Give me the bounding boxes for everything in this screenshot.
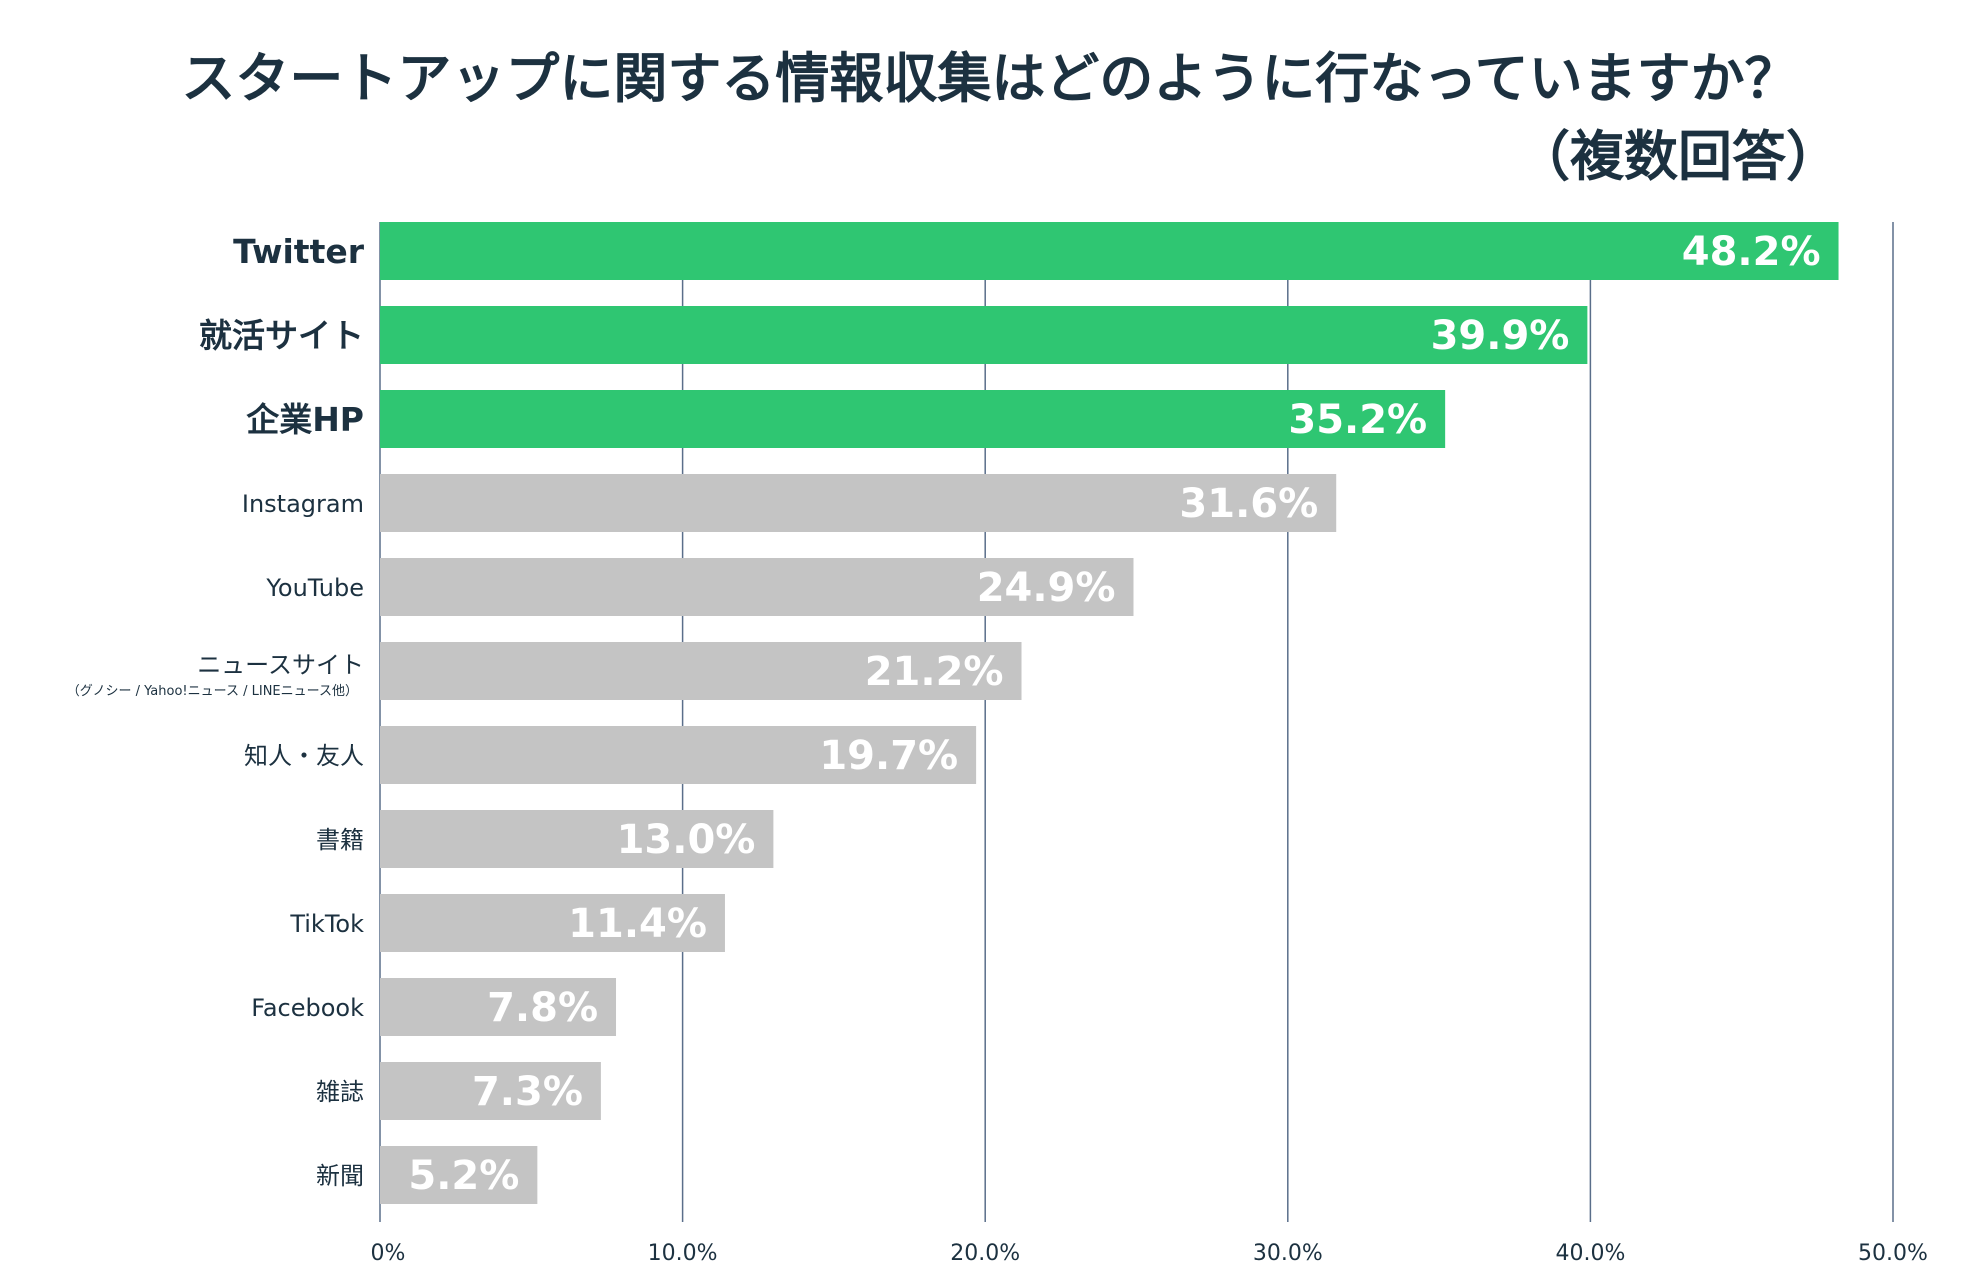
x-tick-label: 10.0% [648,1241,718,1266]
x-tick-label: 40.0% [1555,1241,1625,1266]
data-label: 13.0% [617,817,756,863]
x-tick-label: 20.0% [950,1241,1020,1266]
category-label: TikTok [289,910,364,938]
data-label: 48.2% [1682,229,1821,275]
data-label: 7.8% [487,985,598,1031]
category-label: 知人・友人 [244,742,364,770]
bar [380,726,977,784]
x-tick-label: 0% [371,1241,406,1266]
data-label: 5.2% [408,1153,519,1199]
bar [380,222,1839,280]
bar [380,1062,601,1120]
bar [380,1146,538,1204]
bar [380,978,617,1036]
category-label: 書籍 [316,826,364,854]
x-tick-label: 30.0% [1253,1241,1323,1266]
bar [380,642,1022,700]
bar [380,390,1446,448]
category-sublabel: （グノシー / Yahoo!ニュース / LINEニュース他） [67,684,358,699]
category-label: 企業HP [246,400,364,439]
bar [380,474,1337,532]
bar [380,810,774,868]
grid-lines [379,222,1894,1222]
bar [380,306,1588,364]
category-label: 就活サイト [199,316,364,355]
bars: 48.2% 39.9%35.2% 31.6% 24.9% 21.2% 19.7% 13.0%… [380,222,1839,1204]
category-label: Instagram [242,490,364,518]
data-label: 39.9% [1431,313,1570,359]
data-label: 35.2% [1288,397,1427,443]
data-label: 24.9% [977,565,1116,611]
bar [380,894,725,952]
chart-title: スタートアップに関する情報収集はどのように行なっていますか？ [181,47,1799,110]
category-label: 雑誌 [316,1078,364,1106]
category-label: 新聞 [316,1162,364,1190]
bar [380,558,1134,616]
category-label: YouTube [265,574,364,602]
category-label: Twitter [233,232,365,271]
data-label: 11.4% [568,901,707,947]
category-label: ニュースサイト [197,651,364,679]
x-tick-label: 50.0% [1858,1241,1928,1266]
data-label: 7.3% [472,1069,583,1115]
x-axis-ticks: 0% 10.0% 20.0% 30.0% 40.0% 50.0% [371,1241,1928,1266]
data-label: 21.2% [865,649,1004,695]
chart-subtitle: （複数回答） [1516,125,1840,188]
category-label: Facebook [251,994,364,1022]
data-label: 31.6% [1179,481,1318,527]
data-label: 19.7% [819,733,958,779]
